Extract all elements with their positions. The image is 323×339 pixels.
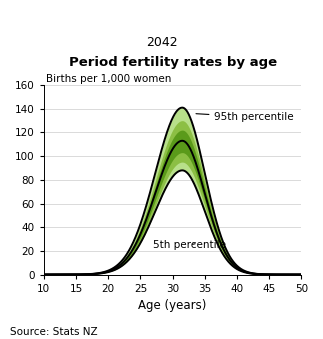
Title: Period fertility rates by age: Period fertility rates by age bbox=[68, 56, 277, 69]
Text: Births per 1,000 women: Births per 1,000 women bbox=[47, 74, 172, 84]
Text: 5th percentile: 5th percentile bbox=[153, 240, 226, 250]
Text: 2042: 2042 bbox=[146, 36, 177, 48]
Text: 95th percentile: 95th percentile bbox=[196, 112, 294, 122]
Text: Source: Stats NZ: Source: Stats NZ bbox=[10, 327, 97, 337]
X-axis label: Age (years): Age (years) bbox=[139, 299, 207, 312]
